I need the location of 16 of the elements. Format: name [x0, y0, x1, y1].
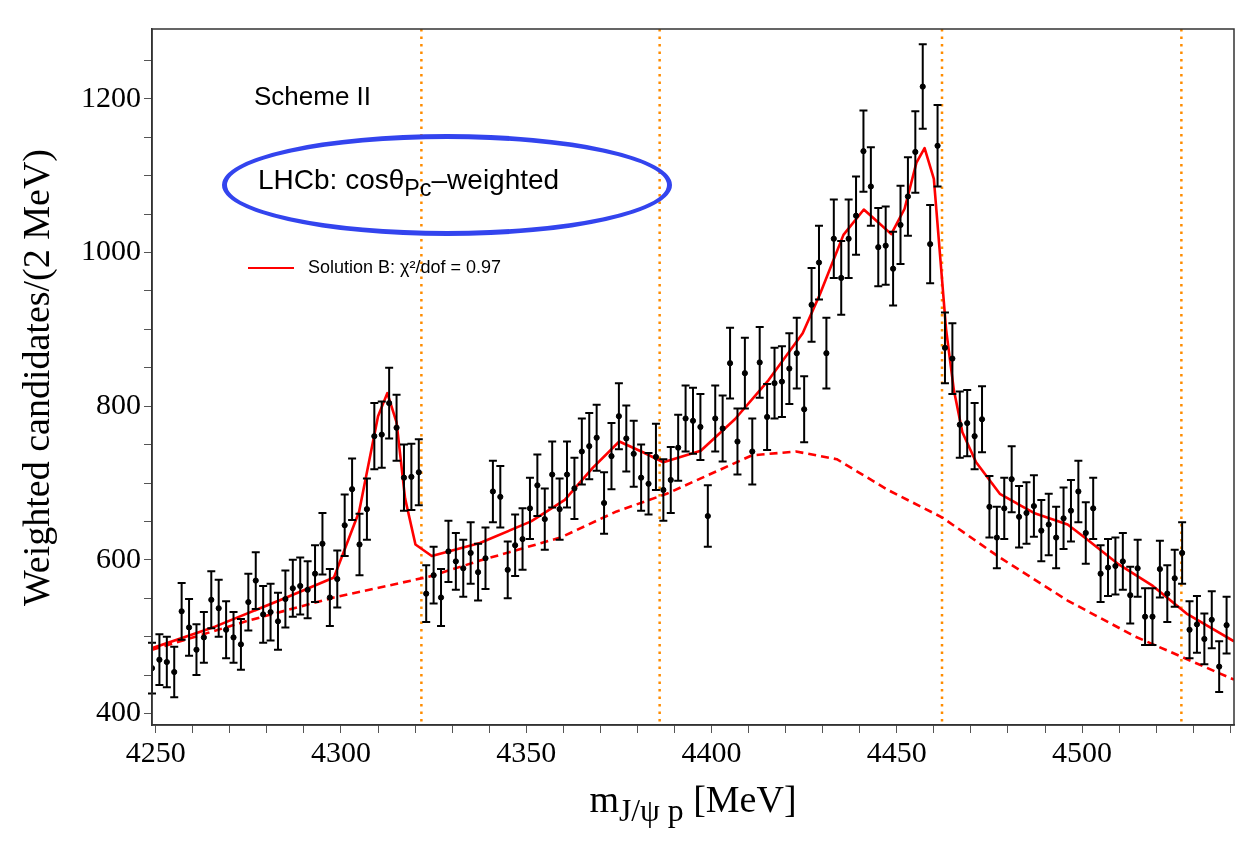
x-tick-label: 4450 — [866, 734, 927, 768]
x-tick-label: 4250 — [125, 734, 186, 768]
annotation: Scheme II — [254, 81, 372, 112]
y-tick-label: 1000 — [81, 233, 141, 267]
y-tick-label: 400 — [96, 694, 141, 728]
y-tick-label: 1200 — [81, 79, 141, 113]
annotation: LHCb: cosθ$_{Pc}$–weighted — [258, 164, 560, 202]
y-tick-label: 800 — [96, 387, 141, 421]
x-tick-label: 4500 — [1052, 734, 1113, 768]
x-tick-label: 4400 — [681, 734, 742, 768]
y-axis-title: Weighted candidates/(2 MeV) — [14, 147, 58, 608]
x-tick-label: 4300 — [310, 734, 371, 768]
x-tick-label: 4350 — [496, 734, 557, 768]
x-axis-title: m$_{J/ψ p}$ [MeV] — [588, 777, 798, 829]
y-tick-label: 600 — [96, 540, 141, 574]
legend-label: Solution B: χ²/dof = 0.97 — [308, 257, 502, 278]
